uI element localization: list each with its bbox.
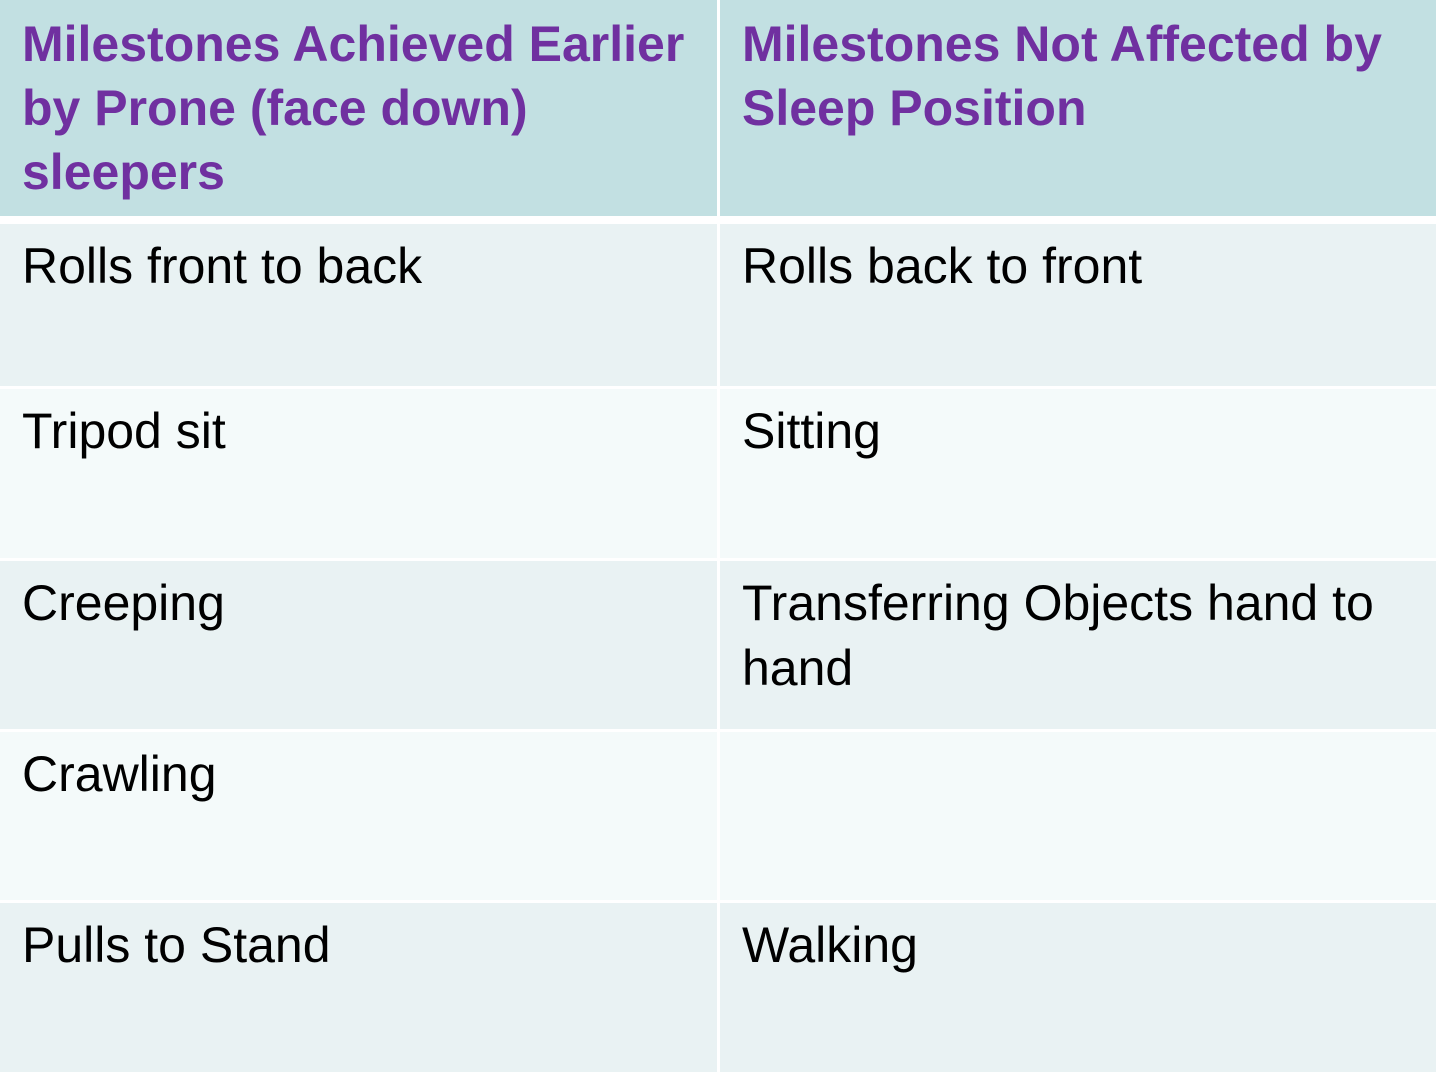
table-cell: Rolls front to back (0, 216, 717, 386)
header-cell-prone: Milestones Achieved Earlier by Prone (fa… (0, 0, 717, 216)
table-cell (720, 729, 1436, 900)
table-cell: Sitting (720, 386, 1436, 558)
table-cell: Crawling (0, 729, 717, 900)
table-cell: Tripod sit (0, 386, 717, 558)
table-cell: Creeping (0, 558, 717, 729)
table-cell: Pulls to Stand (0, 900, 717, 1072)
table-cell: Rolls back to front (720, 216, 1436, 386)
table-cell: Transferring Objects hand to hand (720, 558, 1436, 729)
header-cell-not-affected: Milestones Not Affected by Sleep Positio… (720, 0, 1436, 216)
table-cell: Walking (720, 900, 1436, 1072)
